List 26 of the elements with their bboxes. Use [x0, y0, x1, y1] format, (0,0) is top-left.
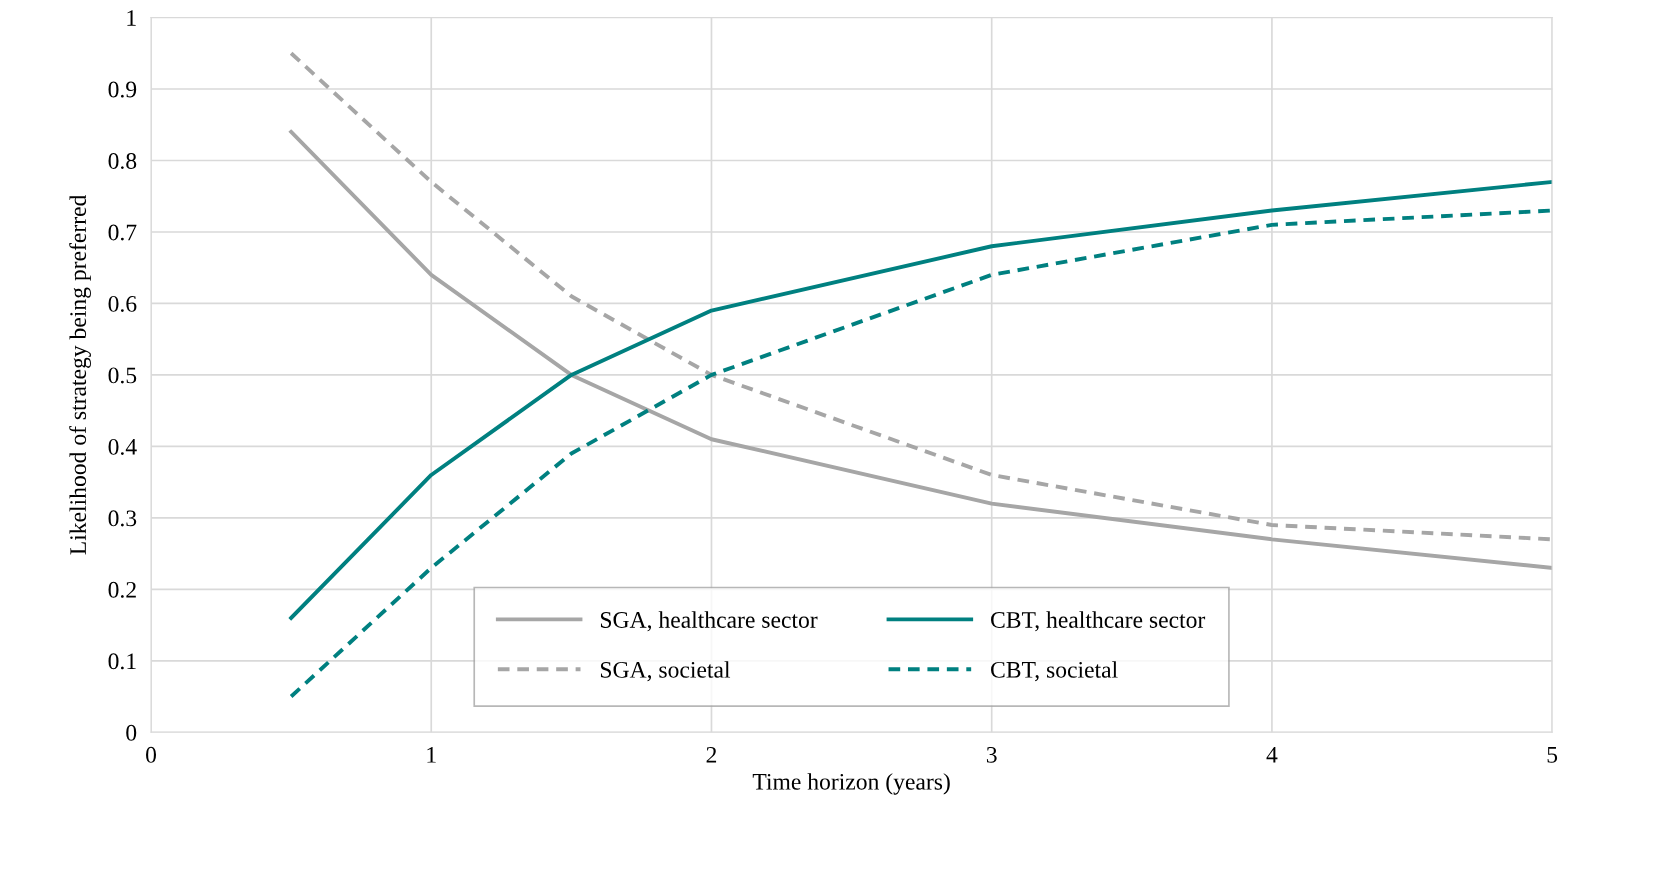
- x-tick-label: 2: [706, 746, 717, 763]
- legend-label: SGA, societal: [600, 661, 731, 682]
- y-tick-label: 0.5: [108, 367, 137, 384]
- y-tick-label: 0.2: [108, 581, 136, 598]
- x-tick-label: 5: [1547, 747, 1558, 763]
- x-tick-label: 3: [986, 746, 997, 763]
- line-series: [289, 208, 1553, 699]
- y-tick-label: 0.9: [108, 81, 137, 98]
- x-tick-label: 0: [146, 746, 157, 763]
- y-tick-label: 0.1: [108, 653, 136, 670]
- y-tick-label: 0.7: [108, 224, 137, 241]
- y-tick-label: 0: [126, 724, 137, 741]
- legend-label: CBT, healthcare sector: [991, 611, 1206, 632]
- y-tick-label: 0.8: [108, 152, 137, 170]
- line-series: [289, 51, 1553, 542]
- legend-label: CBT, societal: [991, 661, 1118, 682]
- legend-label: SGA, healthcare sector: [600, 611, 818, 632]
- y-tick-label: 0.3: [108, 510, 137, 527]
- y-axis-title: Likelihood of strategy being preferred: [69, 194, 91, 555]
- x-tick-label: 4: [1266, 747, 1278, 763]
- y-tick-label: 0.4: [108, 438, 137, 455]
- y-tick-label: 0.6: [108, 295, 137, 312]
- y-tick-label: 1: [127, 10, 136, 26]
- line-series: [289, 129, 1553, 570]
- x-tick-label: 1: [427, 746, 436, 763]
- x-axis-title: Time horizon (years): [752, 773, 950, 795]
